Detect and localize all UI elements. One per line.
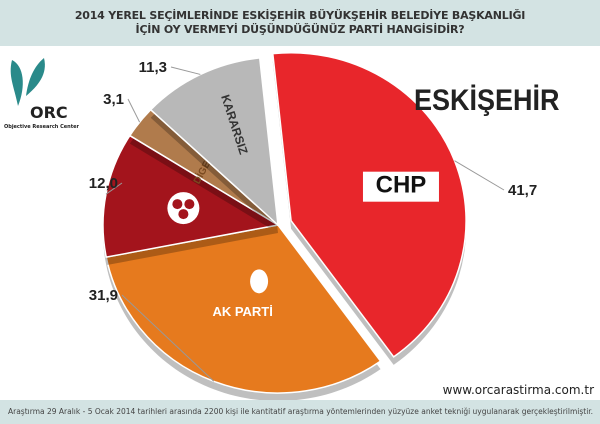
mhp-logo-icon xyxy=(167,192,200,225)
crescent-icon xyxy=(184,199,195,210)
value-label: 3,1 xyxy=(103,91,124,108)
leader-line xyxy=(105,182,123,195)
logo-subtitle: Objective Research Center xyxy=(4,124,79,130)
chp-logo-box xyxy=(362,171,439,202)
pie-slice-ak-parti̇ xyxy=(105,224,382,394)
pie-slice-kararsiz xyxy=(149,57,279,227)
value-label: 31,9 xyxy=(89,287,118,304)
crescent-icon xyxy=(178,209,189,220)
slice-label: CHP xyxy=(376,172,427,199)
leader-line xyxy=(170,66,201,75)
title-line-2: İÇİN OY VERMEYİ DÜŞÜNDÜĞÜNÜZ PARTİ HANGİ… xyxy=(135,23,465,36)
leader-line xyxy=(121,294,215,382)
value-label: 12,0 xyxy=(89,175,118,192)
website-url[interactable]: www.orcarastirma.com.tr xyxy=(442,383,594,397)
city-label: ESKİŞEHİR xyxy=(414,84,560,117)
chart-title: 2014 YEREL SEÇİMLERİNDE ESKİŞEHİR BÜYÜKŞ… xyxy=(0,0,600,46)
value-label: 41,7 xyxy=(508,182,537,199)
lightbulb-icon xyxy=(250,269,269,294)
leader-line xyxy=(127,98,141,123)
footer-note: Araştırma 29 Aralık - 5 Ocak 2014 tarihl… xyxy=(0,400,600,424)
leader-line xyxy=(454,160,505,191)
value-label: 11,3 xyxy=(139,59,167,76)
orc-logo: ORC xyxy=(10,58,68,122)
svg-text:ORC: ORC xyxy=(30,103,68,122)
slice-label: AK PARTİ xyxy=(212,304,272,319)
title-line-1: 2014 YEREL SEÇİMLERİNDE ESKİŞEHİR BÜYÜKŞ… xyxy=(74,9,526,22)
crescent-icon xyxy=(172,199,183,210)
